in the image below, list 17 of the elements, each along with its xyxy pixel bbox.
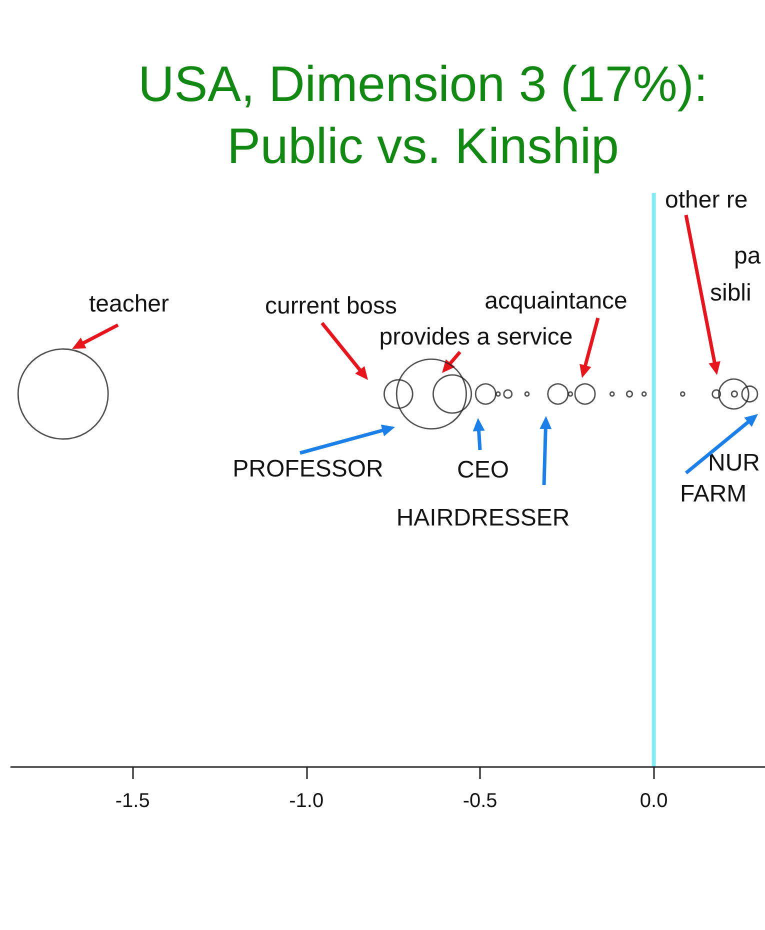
chart-title: USA, Dimension 3 (17%): Public vs. Kinship	[138, 56, 708, 174]
x-tick-label: 0.0	[640, 790, 668, 812]
annotation: NUR	[708, 450, 760, 476]
annotation: pa	[734, 242, 762, 270]
annotation: sibli	[710, 280, 752, 306]
x-tick-label: -0.5	[462, 790, 498, 812]
annotation: current boss	[264, 292, 398, 320]
x-tick-label: -1.5	[115, 790, 150, 812]
annotation: CEO	[456, 456, 510, 484]
annotation: FARM	[680, 480, 747, 508]
annotation: other re	[665, 186, 748, 214]
annotation: acquaintance	[484, 288, 628, 314]
annotation: provides a service	[379, 324, 573, 350]
x-tick-label: -1.0	[289, 790, 324, 812]
annotation: PROFESSOR	[232, 456, 384, 482]
annotation: teacher	[88, 290, 170, 318]
annotation: HAIRDRESSER	[396, 504, 570, 532]
